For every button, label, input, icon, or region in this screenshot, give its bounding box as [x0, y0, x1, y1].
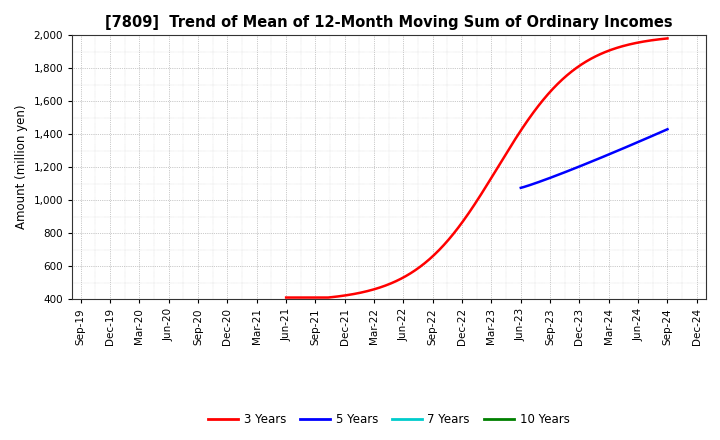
Title: [7809]  Trend of Mean of 12-Month Moving Sum of Ordinary Incomes: [7809] Trend of Mean of 12-Month Moving … [105, 15, 672, 30]
Legend: 3 Years, 5 Years, 7 Years, 10 Years: 3 Years, 5 Years, 7 Years, 10 Years [204, 408, 574, 431]
Y-axis label: Amount (million yen): Amount (million yen) [15, 105, 28, 229]
